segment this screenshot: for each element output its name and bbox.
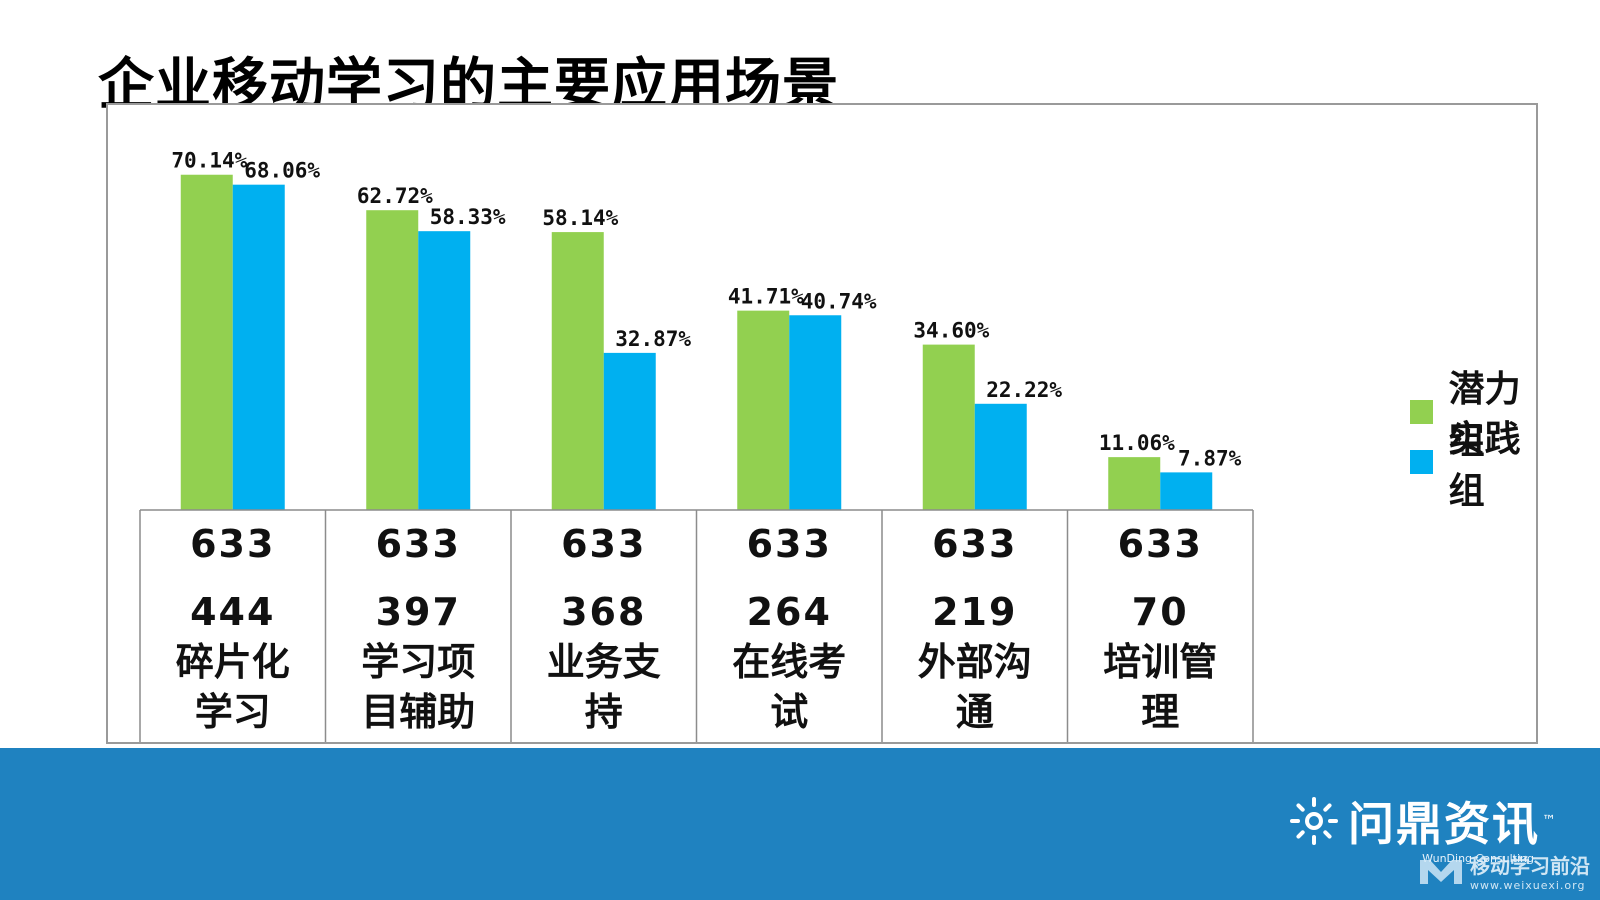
bar-data-label: 62.72% xyxy=(357,184,433,208)
brand-subtitle: WunDing Consulting xyxy=(1422,852,1534,865)
table-cell-total: 633 xyxy=(932,522,1017,566)
category-label-line-1: 学习项 xyxy=(361,640,475,684)
bar-data-label: 58.33% xyxy=(430,205,506,229)
bar-data-label: 32.87% xyxy=(615,327,691,351)
bar xyxy=(232,184,285,510)
category-label-line-2: 学习 xyxy=(195,690,271,734)
watermark-text: 移动学习前沿 xyxy=(1470,854,1590,878)
bar-data-label: 58.14% xyxy=(542,206,618,230)
legend-item-series-1: 潜力组 xyxy=(1410,369,1536,462)
chart-legend: 潜力组 实践组 xyxy=(1410,369,1536,512)
bar-data-label: 7.87% xyxy=(1178,446,1242,470)
watermark: 移动学习前沿 www.weixuexi.org xyxy=(1418,850,1590,892)
table-cell-count: 219 xyxy=(932,590,1017,634)
category-label-line-1: 碎片化 xyxy=(176,640,290,684)
bar xyxy=(789,315,842,510)
brand-logo: 问鼎资讯 ™ WunDing Consulting xyxy=(1288,788,1556,865)
table-cell-total: 633 xyxy=(1118,522,1203,566)
bar xyxy=(1108,457,1161,510)
category-label-line-1: 培训管 xyxy=(1103,640,1217,684)
bar-data-label: 22.22% xyxy=(986,378,1062,402)
category-label-line-2: 理 xyxy=(1141,690,1179,734)
category-label-line-2: 试 xyxy=(770,690,808,734)
sunburst-logo-icon xyxy=(1290,797,1338,845)
legend-label: 潜力组 xyxy=(1448,369,1521,462)
category-label-line-1: 在线考 xyxy=(732,640,846,684)
legend-swatch-blue xyxy=(1410,450,1433,474)
bar-data-label: 68.06% xyxy=(244,159,320,183)
brand-name: 问鼎资讯 xyxy=(1348,797,1540,851)
category-label-line-2: 通 xyxy=(956,690,994,734)
table-cell-total: 633 xyxy=(376,522,461,566)
category-label-line-2: 持 xyxy=(585,690,623,734)
bar xyxy=(974,403,1027,510)
table-cell-total: 633 xyxy=(190,522,275,566)
bar xyxy=(1160,472,1213,510)
watermark-m-icon xyxy=(1420,860,1462,884)
bar xyxy=(922,344,975,510)
category-label-line-2: 目辅助 xyxy=(361,690,475,734)
bar xyxy=(180,174,233,510)
watermark-url: www.weixuexi.org xyxy=(1470,879,1586,892)
bar-data-label: 11.06% xyxy=(1099,431,1175,455)
bar xyxy=(366,210,419,510)
bar-data-label: 40.74% xyxy=(801,289,877,313)
bar xyxy=(737,310,790,510)
footer-band: 问鼎资讯 ™ WunDing Consulting 移动学习前沿 www.wei… xyxy=(0,748,1600,900)
legend-swatch-green xyxy=(1410,400,1433,424)
category-label-line-1: 外部沟 xyxy=(918,640,1032,684)
table-cell-total: 633 xyxy=(747,522,832,566)
brand-trademark: ™ xyxy=(1542,813,1556,829)
table-cell-count: 264 xyxy=(747,590,832,634)
category-label-line-1: 业务支 xyxy=(547,640,661,684)
bar xyxy=(418,231,471,510)
table-cell-count: 368 xyxy=(561,590,646,634)
table-cell-count: 397 xyxy=(376,590,461,634)
bar-data-label: 41.71% xyxy=(728,285,804,309)
chart-frame: 70.14% 62.72% 58.14% 41.71% 34.60% 11.06% 68.0… xyxy=(106,103,1538,744)
table-cell-total: 633 xyxy=(561,522,646,566)
bar xyxy=(551,232,604,510)
table-cell-count: 444 xyxy=(190,590,275,634)
bar-chart: 70.14% 62.72% 58.14% 41.71% 34.60% 11.06% 68.0… xyxy=(139,149,1254,742)
bar-data-label: 70.14% xyxy=(171,149,247,173)
bar-data-label: 34.60% xyxy=(913,319,989,343)
legend-item-series-2: 实践组 xyxy=(1410,419,1536,512)
table-cell-count: 70 xyxy=(1132,590,1189,634)
bar xyxy=(603,352,656,510)
legend-label: 实践组 xyxy=(1448,419,1521,512)
